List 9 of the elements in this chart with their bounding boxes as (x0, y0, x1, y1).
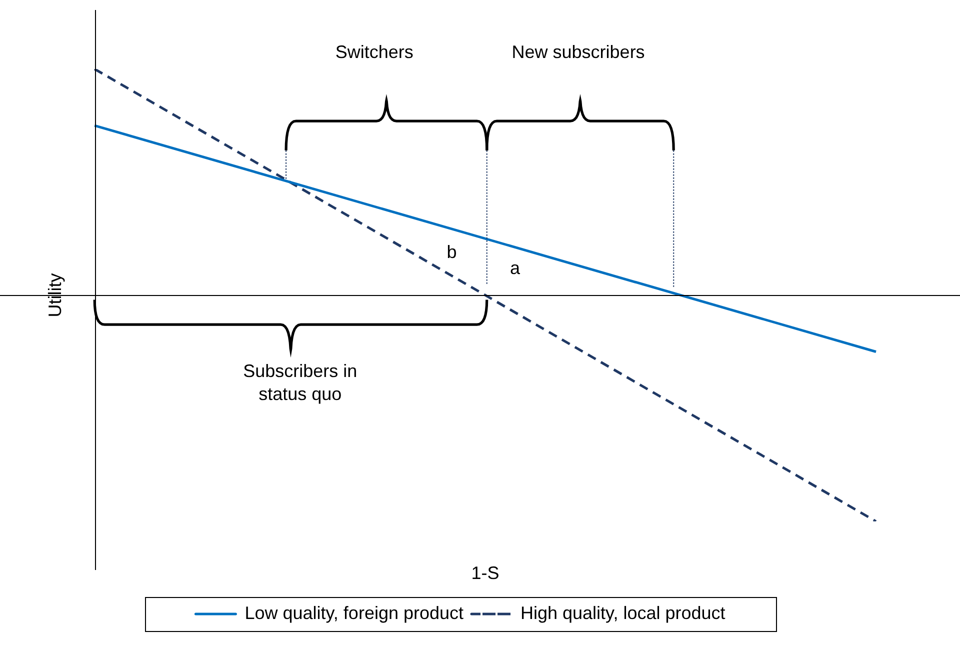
text: Switchers (335, 42, 414, 62)
y-axis-title: Utility (44, 273, 65, 318)
annotation: a (510, 258, 521, 278)
legend-label: Low quality, foreign product (244, 602, 464, 623)
annotation: Subscribers in status quo (243, 360, 358, 404)
annotation: b (446, 242, 457, 262)
text: New subscribers (512, 42, 645, 62)
legend-label: High quality, local product (520, 602, 726, 623)
x-axis-title: 1-S (471, 563, 500, 584)
